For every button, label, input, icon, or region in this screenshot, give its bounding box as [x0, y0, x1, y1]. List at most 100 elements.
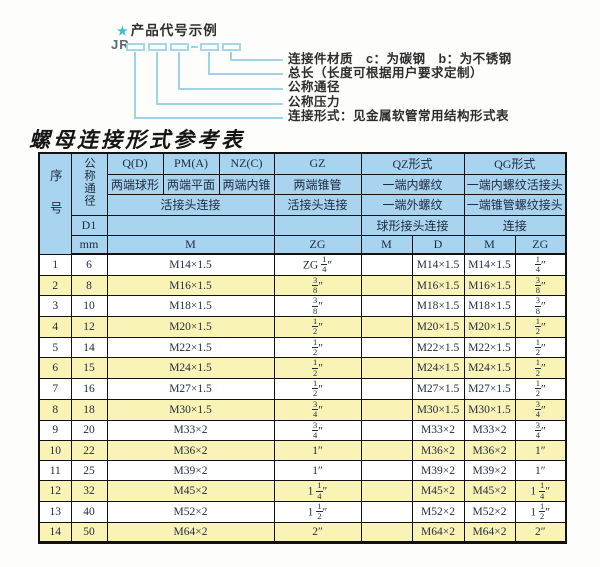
code-box-4 [200, 43, 219, 51]
callout-material: 连接件材质 c：为碳钢 b：为不锈钢 [288, 52, 512, 66]
table-row: 12 32 M45×2 1 1 4 ″ M45×2 M45×2 1 1 4 ″ [38, 480, 567, 502]
cell-m: M39×2 [106, 460, 275, 482]
cell-gz: 1 1 2 ″ [273, 500, 362, 523]
header-nz-desc: 两端内锥 [218, 173, 275, 195]
cell-no: 1 [38, 253, 72, 276]
cell-qz_m [360, 253, 413, 276]
header-gz: GZ [273, 152, 362, 175]
cell-dn: 20 [70, 419, 108, 442]
cell-m: M22×1.5 [106, 336, 275, 359]
table-row: 5 14 M22×1.5 1 2 ″ M22×1.5 M22×1.5 1 2 ″ [38, 336, 567, 359]
cell-qz_d: M45×2 [411, 480, 465, 502]
connector-line [156, 103, 283, 105]
header-qz-desc1: 一端内螺纹 [360, 173, 465, 195]
cell-qg_zg: 3 4 ″ [514, 398, 567, 421]
cell-dn: 6 [70, 253, 108, 276]
cell-qz_m [360, 521, 413, 543]
cell-qz_m [360, 480, 413, 502]
cell-gz: 1 2 ″ [273, 378, 362, 400]
cell-qz_m [360, 440, 413, 462]
cell-qg_m: M30×1.5 [463, 398, 516, 421]
cell-m: M33×2 [106, 419, 275, 442]
cell-m: M52×2 [106, 500, 275, 523]
header-qg-desc1: 一端内螺纹活接头 [463, 173, 567, 195]
cell-qg_zg: 1 2 ″ [514, 316, 567, 338]
cell-qz_d: M14×1.5 [411, 253, 465, 276]
cell-gz: 1″ [273, 460, 362, 482]
empty-cell [106, 214, 275, 236]
cell-m: M20×1.5 [106, 316, 275, 338]
header-nz: NZ(C) [218, 152, 275, 175]
cell-qz_m [360, 378, 413, 400]
cell-no: 2 [38, 274, 72, 297]
header-qz-connection: 球形接头连接 [360, 214, 465, 236]
cell-m: M30×1.5 [106, 398, 275, 421]
cell-qg_zg: 1″ [514, 460, 567, 482]
cell-dn: 15 [70, 357, 108, 380]
code-box-2 [148, 43, 167, 51]
connector-line [178, 88, 283, 90]
diagram-heading-text: 产品代号示例 [130, 23, 218, 38]
cell-qg_zg: 3 8 ″ [514, 295, 567, 318]
table-body: 1 6 M14×1.5 ZG 1 4 ″ M14×1.5 M14×1.5 1 4 ″ 2 8 M16×1.… [38, 253, 567, 543]
empty-cell [273, 214, 362, 236]
cell-qz_m [360, 500, 413, 523]
cell-m: M27×1.5 [106, 378, 275, 400]
cell-qg_m: M16×1.5 [463, 274, 516, 297]
code-box-5 [222, 43, 241, 51]
header-union-connection: 活接头连接 [106, 193, 275, 216]
cell-no: 12 [38, 480, 72, 502]
table-row: 11 25 M39×2 1″ M39×2 M39×2 1″ [38, 460, 567, 482]
cell-gz: 1″ [273, 440, 362, 462]
table-row: 1 6 M14×1.5 ZG 1 4 ″ M14×1.5 M14×1.5 1 4 ″ [38, 253, 567, 276]
cell-qg_zg: 1 2 ″ [514, 378, 567, 400]
cell-qz_d: M24×1.5 [411, 357, 465, 380]
cell-no: 7 [38, 378, 72, 400]
header-qz: QZ形式 [360, 152, 465, 175]
cell-dn: 22 [70, 440, 108, 462]
header-q-desc: 两端球形 [106, 173, 164, 195]
cell-qg_m: M20×1.5 [463, 316, 516, 338]
header-nominal-diameter: 公称通径 [70, 152, 108, 216]
cell-qg_m: M22×1.5 [463, 336, 516, 359]
cell-m: M45×2 [106, 480, 275, 502]
cell-qg_zg: 1 2 ″ [514, 336, 567, 359]
cell-no: 8 [38, 398, 72, 421]
cell-gz: 1 2 ″ [273, 336, 362, 359]
cell-qg_zg: 1 2 ″ [514, 357, 567, 380]
cell-gz: 3 4 ″ [273, 398, 362, 421]
cell-dn: 16 [70, 378, 108, 400]
connector-line [208, 73, 283, 75]
cell-no: 3 [38, 295, 72, 318]
cell-dn: 8 [70, 274, 108, 297]
cell-qz_m [360, 398, 413, 421]
cell-qg_m: M33×2 [463, 419, 516, 442]
cell-gz: 3 4 ″ [273, 419, 362, 442]
cell-no: 14 [38, 521, 72, 543]
diagram-heading: ★ 产品代号示例 [117, 19, 218, 39]
cell-qz_m [360, 336, 413, 359]
cell-dn: 12 [70, 316, 108, 338]
cell-dn: 14 [70, 336, 108, 359]
header-qz-d: D [411, 234, 465, 255]
header-q: Q(D) [106, 152, 164, 175]
connector-line [230, 59, 283, 61]
cell-qg_zg: 3 8 ″ [514, 274, 567, 297]
cell-qg_m: M39×2 [463, 460, 516, 482]
header-gz-connection: 活接头连接 [273, 193, 362, 216]
cell-qz_m [360, 316, 413, 338]
connector-line [178, 52, 180, 88]
cell-m: M14×1.5 [106, 253, 275, 276]
header-unit: mm [70, 234, 108, 255]
connector-line [156, 52, 158, 103]
header-qg-connection: 连接 [463, 214, 567, 236]
cell-gz: 3 8 ″ [273, 274, 362, 297]
table-row: 13 40 M52×2 1 1 2 ″ M52×2 M52×2 1 1 2 ″ [38, 500, 567, 523]
cell-gz: 2″ [273, 521, 362, 543]
cell-gz: ZG 1 4 ″ [273, 253, 362, 276]
header-d1: D1 [70, 214, 108, 236]
table-row: 4 12 M20×1.5 1 2 ″ M20×1.5 M20×1.5 1 2 ″ [38, 316, 567, 338]
connector-line [134, 117, 283, 119]
header-qg-zg: ZG [514, 234, 567, 255]
